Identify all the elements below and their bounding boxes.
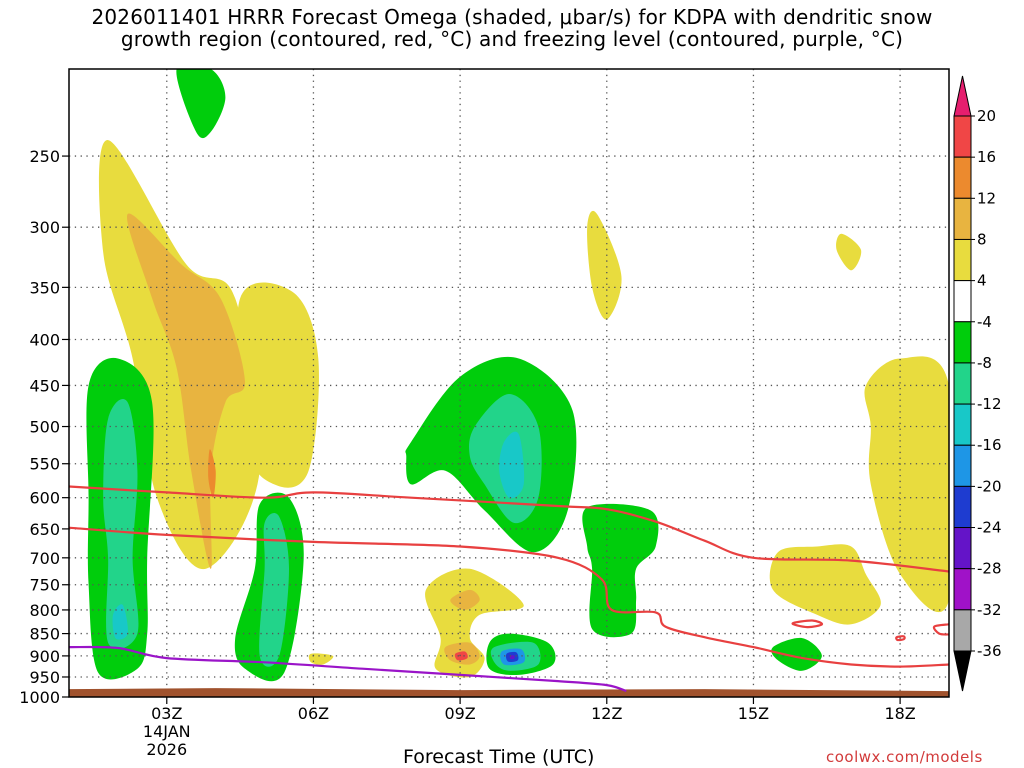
dgz-contour-2 [791,619,824,629]
omega-region-12 [308,653,334,665]
colorbar-box-11 [953,568,972,611]
ground-layer [69,688,949,697]
colorbar-box-5 [953,321,972,364]
y-tick-label-450: 450 [29,376,60,395]
gridlines [69,69,949,697]
y-tick-label-900: 900 [29,647,60,666]
x-tick-label-18Z: 18Z [884,704,915,723]
colorbar-box-12 [953,609,972,652]
colorbar-label-7: -12 [977,395,1002,413]
dgz-contour-0 [69,485,949,573]
omega-region-9 [450,589,480,610]
x-tick-label-06Z: 06Z [298,704,329,723]
omega-region-28 [771,637,822,671]
x-tick-label-15Z: 15Z [738,704,769,723]
dgz-contour-4 [932,623,949,636]
omega-region-11 [454,651,468,661]
x-tick-date: 14JAN [143,722,191,741]
omega-region-16 [112,604,128,640]
colorbar-box-0 [953,115,972,158]
colorbar-box-3 [953,238,972,282]
omega-region-3 [208,449,216,498]
x-tick-year: 2026 [146,740,187,759]
y-tick-label-350: 350 [29,278,60,297]
dgz-contour-3 [895,635,906,642]
omega-region-13 [176,69,226,139]
colorbar-label-3: 8 [977,230,987,248]
omega-region-27 [582,503,659,638]
omega-region-5 [836,233,862,271]
colorbar-label-5: -4 [977,313,992,331]
colorbar-label-8: -16 [977,436,1002,454]
y-tick-label-850: 850 [29,625,60,644]
dgz-contour-1 [69,526,949,668]
title-line-2: growth region (contoured, red, °C) and f… [120,27,904,51]
colorbar-top-arrow [953,75,972,117]
colorbar-box-4 [953,280,972,323]
colorbar-label-4: 4 [977,272,987,290]
colorbar-bottom-arrow [953,650,972,692]
contour-lines [69,485,949,693]
colorbar-box-2 [953,197,972,240]
y-tick-label-550: 550 [29,455,60,474]
y-tick-label-950: 950 [29,668,60,687]
colorbar-box-6 [953,362,972,405]
omega-region-15 [103,399,139,650]
y-tick-label-700: 700 [29,549,60,568]
x-tick-label-09Z: 09Z [444,704,475,723]
omega-region-21 [499,431,525,499]
omega-region-7 [769,544,881,625]
colorbar-label-12: -32 [977,601,1002,619]
x-tick-label-03Z: 03Z [151,704,182,723]
y-tick-label-400: 400 [29,330,60,349]
x-tick-label-12Z: 12Z [591,704,622,723]
colorbar-label-9: -20 [977,477,1002,495]
omega-region-1 [236,282,319,488]
y-tick-label-600: 600 [29,489,60,508]
y-tick-label-800: 800 [29,601,60,620]
y-tick-label-300: 300 [29,218,60,237]
colorbar-label-6: -8 [977,354,992,372]
colorbar-box-9 [953,485,972,529]
colorbar-label-11: -28 [977,560,1002,578]
x-axis-label: Forecast Time (UTC) [403,746,595,768]
colorbar-box-7 [953,403,972,446]
colorbar-box-8 [953,444,972,487]
colorbar-box-10 [953,527,972,570]
colorbar-label-10: -24 [977,519,1002,537]
colorbar-label-13: -36 [977,642,1002,660]
omega-region-6 [864,356,949,613]
freezing-level-contour [69,645,627,693]
omega-region-2 [126,213,246,569]
y-tick-label-1000: 1000 [19,688,60,707]
omega-shading [86,69,949,682]
y-tick-label-750: 750 [29,576,60,595]
omega-region-4 [587,210,622,320]
colorbar-label-0: 20 [977,107,996,125]
colorbar-label-2: 12 [977,189,996,207]
colorbar-box-1 [953,156,972,199]
y-axis: 250 300 350 400 450 500 550 600 650 700 750 800 850 9… [19,147,69,707]
title-line-1: 2026011401 HRRR Forecast Omega (shaded, … [91,5,933,29]
colorbar: 20 16 12 8 4 -4 -8 -12 -16 -20 -24 -28 -32 -36 [953,75,1002,692]
y-tick-label-650: 650 [29,520,60,539]
y-tick-label-250: 250 [29,147,60,166]
plot-frame [68,68,950,698]
ground-fill [69,688,949,697]
credit-text: coolwx.com/models [826,748,983,766]
chart-title: 2026011401 HRRR Forecast Omega (shaded, … [0,6,1024,50]
colorbar-label-1: 16 [977,148,996,166]
omega-region-18 [259,512,289,667]
y-tick-label-500: 500 [29,418,60,437]
